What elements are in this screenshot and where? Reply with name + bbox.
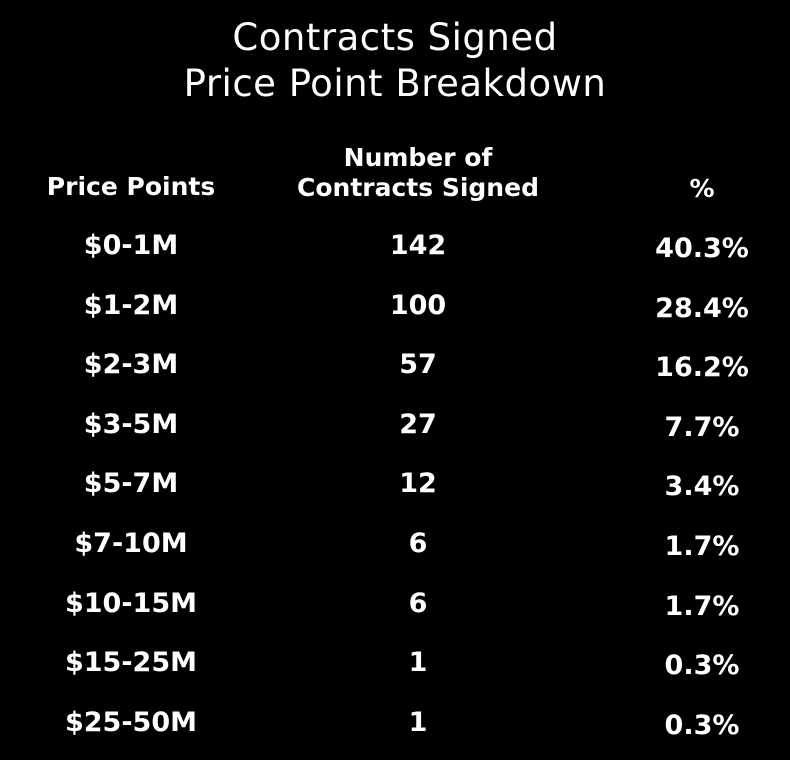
- column-header-contracts-line2: Contracts Signed: [297, 173, 539, 202]
- percent-cell: 3.4%: [664, 471, 740, 502]
- count-cell: 57: [399, 349, 437, 380]
- price-cell: $2-3M: [83, 349, 179, 380]
- percent-cell: 7.7%: [664, 412, 740, 443]
- price-cell: $1-2M: [83, 290, 179, 321]
- price-cell: $7-10M: [74, 528, 188, 559]
- price-cell: $25-50M: [64, 707, 197, 738]
- price-cell: $3-5M: [83, 409, 179, 440]
- count-cell: 6: [408, 588, 428, 619]
- price-cell: $5-7M: [83, 468, 179, 499]
- percent-cell: 40.3%: [655, 233, 749, 264]
- column-header-price-points: Price Points: [46, 172, 216, 201]
- count-cell: 27: [399, 409, 437, 440]
- percent-cell: 16.2%: [655, 352, 749, 383]
- count-cell: 142: [389, 230, 447, 261]
- column-header-contracts-line1: Number of: [343, 143, 493, 172]
- count-cell: 12: [399, 468, 437, 499]
- column-header-contracts-signed: Number of Contracts Signed: [268, 143, 568, 203]
- count-cell: 1: [408, 707, 428, 738]
- chart-title-line2: Price Point Breakdown: [183, 62, 607, 105]
- count-cell: 6: [408, 528, 428, 559]
- count-cell: 100: [389, 290, 447, 321]
- percent-cell: 1.7%: [664, 531, 740, 562]
- percent-cell: 0.3%: [664, 650, 740, 681]
- price-cell: $15-25M: [64, 647, 197, 678]
- count-cell: 1: [408, 647, 428, 678]
- chart-title-line1: Contracts Signed: [232, 16, 558, 59]
- percent-cell: 0.3%: [664, 710, 740, 741]
- column-header-percent: %: [689, 174, 715, 203]
- price-cell: $10-15M: [64, 588, 197, 619]
- percent-cell: 1.7%: [664, 591, 740, 622]
- percent-cell: 28.4%: [655, 293, 749, 324]
- price-cell: $0-1M: [83, 230, 179, 261]
